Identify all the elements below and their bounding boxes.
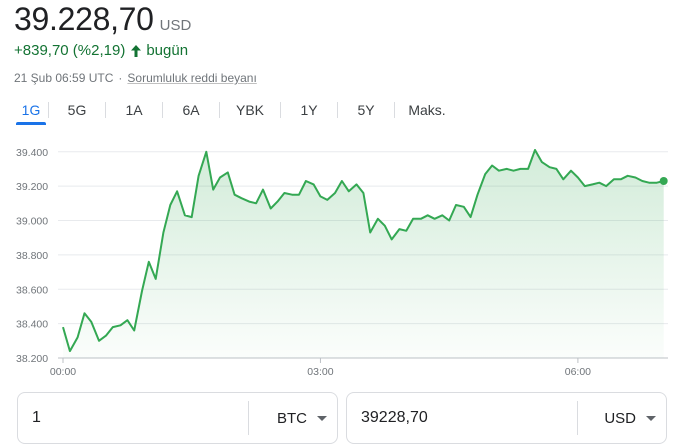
caret-down-icon [646, 415, 656, 421]
price-change: +839,70 (%2,19) [14, 42, 126, 59]
to-currency-select[interactable]: USD [578, 393, 666, 443]
x-tick-label: 06:00 [565, 366, 591, 378]
y-tick-label: 38.200 [16, 353, 48, 365]
x-tick-label: 03:00 [307, 366, 333, 378]
current-price-dot [659, 177, 668, 185]
converter-divider [248, 401, 249, 435]
tab-divider [162, 102, 163, 118]
y-tick-label: 39.400 [16, 147, 48, 159]
price-currency: USD [159, 17, 192, 34]
caret-down-icon [317, 415, 327, 421]
tab-6a[interactable]: 6A [182, 102, 200, 118]
tab-1a[interactable]: 1A [125, 102, 143, 118]
x-tick-label: 00:00 [50, 366, 76, 378]
from-amount-input[interactable] [18, 393, 248, 443]
price-area-fill [63, 150, 664, 358]
price-change-row: +839,70 (%2,19) bugün [14, 42, 188, 59]
meta-separator: · [118, 71, 123, 85]
tab-1y[interactable]: 1Y [300, 102, 318, 118]
current-price: 39.228,70 [14, 1, 154, 37]
disclaimer-link[interactable]: Sorumluluk reddi beyanı [127, 71, 257, 85]
price-line [62, 149, 664, 353]
time-range-tabs: 1G 5G 1A 6A YBK 1Y 5Y Maks. [14, 95, 459, 125]
to-currency-label: USD [604, 409, 636, 427]
y-tick-label: 38.400 [16, 319, 48, 331]
tab-divider [105, 102, 106, 118]
to-amount-input[interactable] [347, 393, 577, 443]
arrow-up-icon [130, 44, 142, 58]
tab-ybk[interactable]: YBK [235, 102, 264, 118]
y-tick-label: 39.000 [16, 216, 48, 228]
y-tick-label: 38.600 [16, 284, 48, 296]
tab-maks[interactable]: Maks. [408, 102, 446, 118]
converter-from: BTC [17, 392, 338, 444]
tab-divider [280, 102, 281, 118]
tab-5g[interactable]: 5G [67, 102, 87, 118]
converter-divider [577, 401, 578, 435]
quote-meta: 21 Şub 06:59 UTC · Sorumluluk reddi beya… [14, 71, 257, 85]
tab-5y[interactable]: 5Y [357, 102, 375, 118]
from-currency-label: BTC [277, 409, 307, 427]
quote-timestamp: 21 Şub 06:59 UTC [14, 71, 114, 85]
tab-divider [394, 102, 395, 118]
price-chart[interactable]: 38.200 38.400 38.600 38.800 39.000 39.200 39.4… [0, 138, 689, 384]
tab-1g[interactable]: 1G [14, 95, 48, 125]
tab-divider [48, 102, 49, 118]
y-tick-label: 39.200 [16, 181, 48, 193]
tab-divider [219, 102, 220, 118]
from-currency-select[interactable]: BTC [249, 393, 337, 443]
tab-divider [337, 102, 338, 118]
y-tick-label: 38.800 [16, 250, 48, 262]
price-header: 39.228,70 USD [14, 0, 191, 40]
converter-to: USD [346, 392, 667, 444]
change-period: bugün [146, 42, 189, 59]
